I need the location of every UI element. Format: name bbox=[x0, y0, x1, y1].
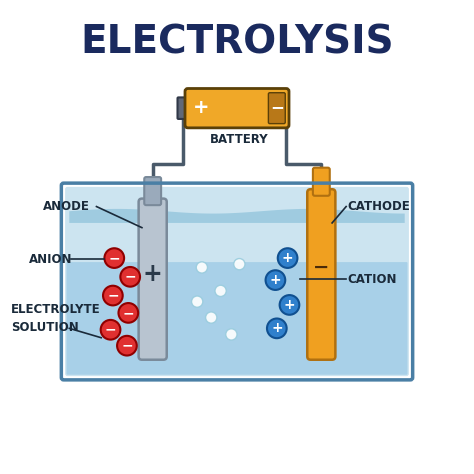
FancyBboxPatch shape bbox=[177, 97, 189, 119]
Circle shape bbox=[267, 319, 287, 338]
FancyBboxPatch shape bbox=[313, 168, 330, 196]
Circle shape bbox=[100, 320, 120, 339]
Circle shape bbox=[118, 303, 138, 323]
Circle shape bbox=[206, 312, 217, 323]
Text: −: − bbox=[121, 339, 133, 353]
Text: −: − bbox=[124, 270, 136, 284]
Circle shape bbox=[226, 329, 237, 340]
Circle shape bbox=[103, 286, 123, 305]
FancyBboxPatch shape bbox=[307, 189, 336, 360]
Text: +: + bbox=[270, 273, 281, 287]
Circle shape bbox=[265, 270, 285, 290]
Text: −: − bbox=[313, 258, 329, 277]
Text: ELECTROLYTE
SOLUTION: ELECTROLYTE SOLUTION bbox=[11, 303, 101, 335]
Text: +: + bbox=[283, 298, 295, 312]
Circle shape bbox=[215, 285, 226, 297]
Text: CATION: CATION bbox=[347, 273, 397, 286]
Circle shape bbox=[117, 336, 137, 356]
FancyBboxPatch shape bbox=[66, 262, 408, 375]
FancyBboxPatch shape bbox=[268, 93, 285, 124]
Text: −: − bbox=[105, 323, 116, 337]
Text: CATHODE: CATHODE bbox=[347, 200, 410, 213]
Text: −: − bbox=[107, 289, 118, 302]
Text: +: + bbox=[143, 263, 163, 286]
Circle shape bbox=[278, 248, 297, 268]
Text: −: − bbox=[122, 306, 134, 320]
Text: ANION: ANION bbox=[28, 253, 72, 266]
Circle shape bbox=[234, 258, 245, 270]
FancyBboxPatch shape bbox=[138, 199, 167, 360]
Text: +: + bbox=[271, 321, 283, 335]
Text: +: + bbox=[282, 251, 293, 265]
Text: ELECTROLYSIS: ELECTROLYSIS bbox=[80, 24, 394, 62]
Circle shape bbox=[191, 296, 203, 307]
Circle shape bbox=[280, 295, 299, 315]
Circle shape bbox=[104, 248, 124, 268]
Text: ANODE: ANODE bbox=[43, 200, 90, 213]
Text: −: − bbox=[109, 251, 120, 265]
FancyBboxPatch shape bbox=[144, 177, 161, 205]
FancyBboxPatch shape bbox=[185, 89, 289, 128]
Polygon shape bbox=[69, 209, 405, 223]
Circle shape bbox=[120, 267, 140, 287]
Text: BATTERY: BATTERY bbox=[210, 134, 269, 146]
FancyBboxPatch shape bbox=[65, 187, 409, 376]
Text: +: + bbox=[192, 98, 209, 117]
Text: −: − bbox=[270, 98, 284, 116]
Circle shape bbox=[196, 262, 208, 273]
